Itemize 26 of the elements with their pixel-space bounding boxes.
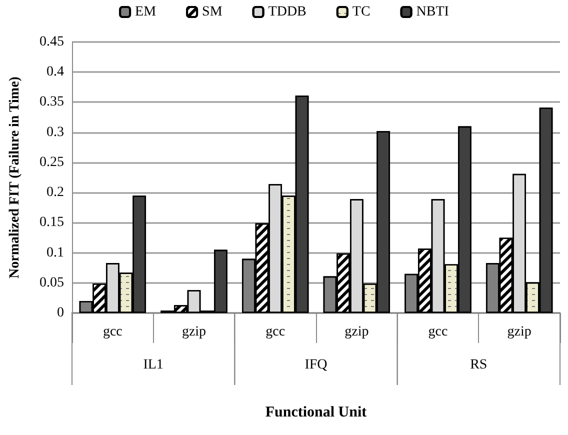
- text: RS: [470, 358, 488, 372]
- x-axis-title: Functional Unit: [265, 404, 367, 420]
- y-axis-title: Normalized FIT (Failure in Time): [8, 76, 22, 278]
- y-tick-label: 0.15: [40, 215, 64, 230]
- text: IL1: [143, 358, 164, 372]
- y-tick-label: 0.4: [46, 64, 64, 80]
- y-tick-label: 0.1: [46, 245, 64, 260]
- y-tick-label: 0.3: [46, 124, 64, 140]
- x-tick-label: gzip: [507, 324, 532, 340]
- legend-label: SM: [202, 4, 223, 20]
- legend-label: TC: [352, 4, 370, 20]
- x-tick-label: gzip: [344, 324, 369, 340]
- legend-label: NBTI: [416, 4, 450, 20]
- y-tick-label: 0.05: [40, 275, 64, 290]
- x-tick-label: gcc: [428, 324, 448, 340]
- y-tick-label: 0.45: [40, 34, 64, 50]
- text: IFQ: [304, 358, 328, 372]
- x-tick-label: gcc: [266, 324, 286, 340]
- y-tick-label: 0: [57, 306, 64, 320]
- legend-label: TDDB: [268, 4, 306, 20]
- legend-label: EM: [135, 4, 157, 20]
- y-tick-label: 0.2: [46, 185, 64, 200]
- x-tick-label: gzip: [182, 324, 206, 340]
- x-tick-label: gcc: [102, 324, 122, 340]
- y-tick-label: 0.35: [40, 94, 64, 110]
- y-tick-label: 0.25: [40, 154, 64, 170]
